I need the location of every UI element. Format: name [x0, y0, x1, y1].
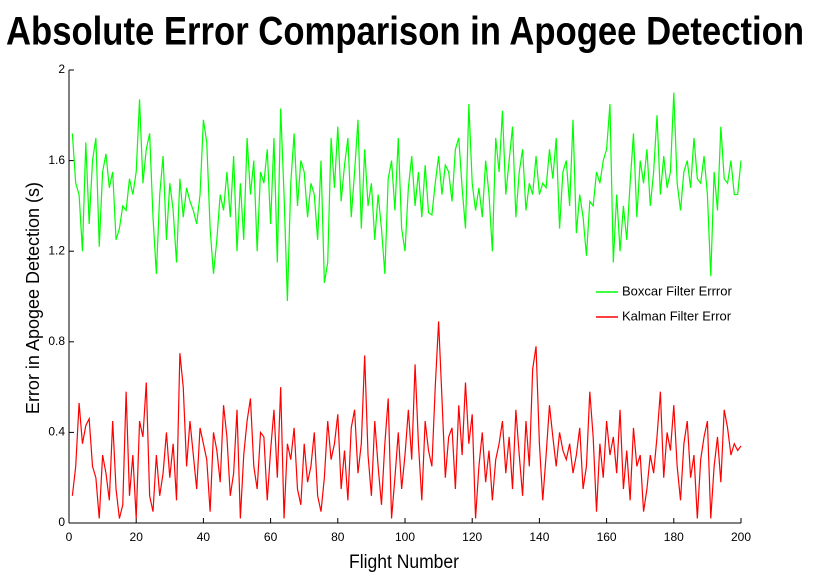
x-tick-label: 100: [395, 530, 415, 544]
legend-label: Kalman Filter Error: [622, 308, 732, 323]
chart-title: Absolute Error Comparison in Apogee Dete…: [6, 10, 804, 54]
x-tick-label: 120: [462, 530, 482, 544]
x-tick-label: 20: [130, 530, 144, 544]
y-tick-label: 0: [58, 515, 65, 529]
y-tick-label: 1.2: [48, 243, 65, 257]
y-tick-label: 0.4: [48, 425, 65, 439]
y-tick-label: 0.8: [48, 334, 65, 348]
x-tick-label: 160: [597, 530, 617, 544]
x-tick-label: 180: [664, 530, 684, 544]
x-tick-label: 60: [264, 530, 278, 544]
legend-label: Boxcar Filter Errror: [622, 283, 732, 298]
y-tick-label: 1.6: [48, 153, 65, 167]
series-line: [71, 321, 742, 519]
x-tick-label: 200: [731, 530, 751, 544]
series-line: [71, 92, 742, 302]
x-tick-label: 140: [529, 530, 549, 544]
x-tick-label: 80: [331, 530, 345, 544]
x-axis-label: Flight Number: [349, 552, 460, 573]
y-tick-label: 2: [58, 62, 65, 76]
y-axis-label: Error in Apogee Detection (s): [23, 182, 43, 414]
x-tick-label: 40: [197, 530, 211, 544]
x-tick-label: 0: [66, 530, 73, 544]
